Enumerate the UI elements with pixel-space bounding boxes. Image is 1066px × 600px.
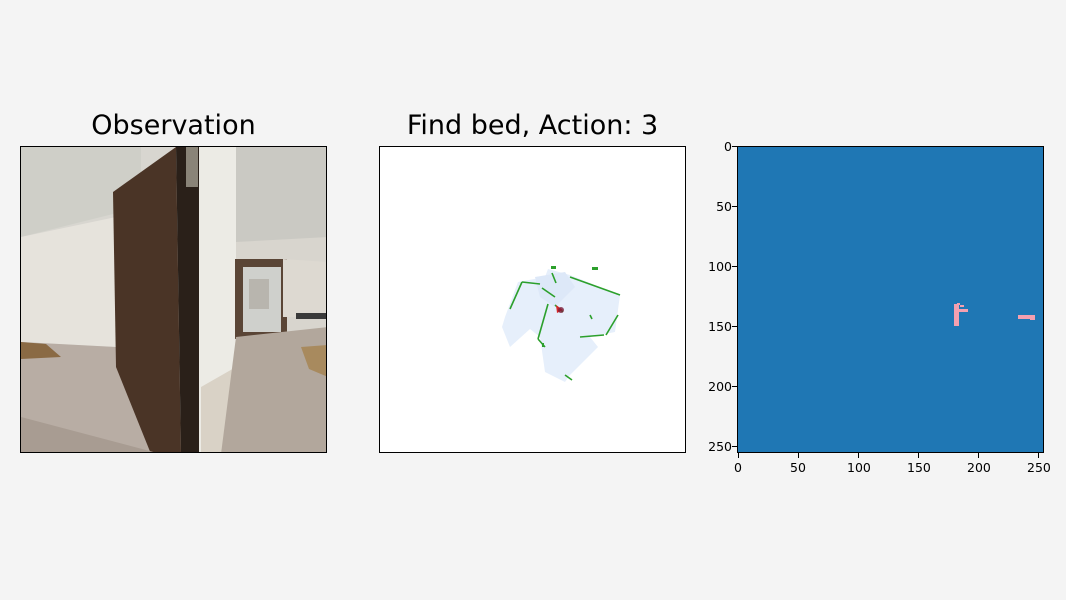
x-tick-label: 100 xyxy=(847,460,871,475)
map-panel xyxy=(379,146,686,453)
bed-detection xyxy=(954,303,1035,326)
y-tick-label: 250 xyxy=(708,439,732,454)
observation-title: Observation xyxy=(91,110,256,141)
y-tick-marks xyxy=(732,146,737,447)
y-tick-label: 150 xyxy=(708,319,732,334)
observation-image xyxy=(20,146,327,453)
x-tick-marks xyxy=(738,453,1039,458)
y-tick-label: 100 xyxy=(708,259,732,274)
x-tick-label: 0 xyxy=(734,460,742,475)
y-tick-label: 200 xyxy=(708,379,732,394)
x-tick-label: 250 xyxy=(1027,460,1051,475)
y-tick-label: 50 xyxy=(716,199,732,214)
y-tick-labels: 0 50 100 150 200 250 xyxy=(680,0,732,600)
map-title: Find bed, Action: 3 xyxy=(406,110,659,141)
x-tick-label: 200 xyxy=(967,460,991,475)
x-tick-label: 150 xyxy=(907,460,931,475)
x-tick-labels: 0 50 100 150 200 250 xyxy=(0,460,1066,480)
semantic-canvas xyxy=(954,303,1035,326)
semantic-map xyxy=(737,146,1044,453)
x-tick-label: 50 xyxy=(790,460,806,475)
observation-scene xyxy=(21,147,326,452)
map-drawing xyxy=(502,266,621,382)
y-tick-label: 0 xyxy=(724,139,732,154)
explored-area xyxy=(502,269,620,382)
